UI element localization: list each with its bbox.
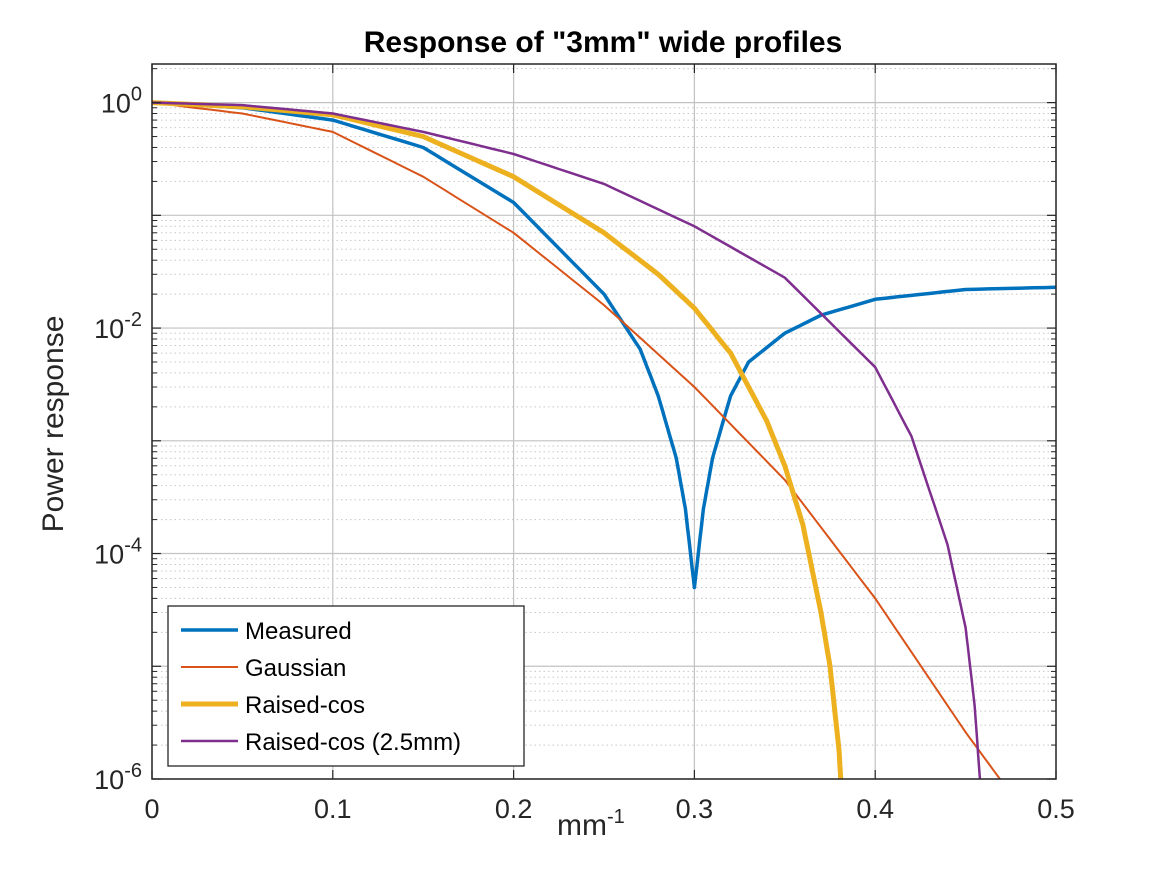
legend-label: Raised-cos (2.5mm) bbox=[245, 729, 461, 756]
series-line-0 bbox=[152, 100, 1056, 590]
y-axis-label: Power response bbox=[37, 316, 70, 533]
legend-label: Raised-cos bbox=[245, 692, 365, 719]
y-tick-base: 10 bbox=[94, 314, 124, 344]
y-tick-base: 10 bbox=[94, 765, 124, 795]
y-tick-exponent: -4 bbox=[124, 535, 142, 557]
legend-box bbox=[167, 605, 525, 767]
y-tick-exponent: 0 bbox=[131, 84, 142, 106]
y-tick-label: 100 bbox=[101, 84, 142, 119]
x-tick-label: 0.2 bbox=[495, 794, 533, 824]
y-tick-exponent: -2 bbox=[124, 309, 142, 331]
x-axis-label: mm-1 bbox=[557, 806, 625, 842]
legend-label: Measured bbox=[245, 618, 352, 645]
chart-title: Response of "3mm" wide profiles bbox=[364, 26, 843, 59]
x-axis-label-base: mm bbox=[557, 809, 607, 842]
x-tick-labels: 0 0.1 0.2 0.3 0.4 0.5 bbox=[144, 794, 1074, 824]
y-tick-label: 10-6 bbox=[94, 760, 142, 795]
legend: Measured Gaussian Raised-cos Raised-cos (2.… bbox=[167, 605, 525, 767]
y-tick-label: 10-4 bbox=[94, 535, 142, 570]
x-tick-label: 0.5 bbox=[1037, 794, 1075, 824]
x-axis-label-exponent: -1 bbox=[607, 806, 625, 828]
y-tick-base: 10 bbox=[94, 540, 124, 570]
axis-ticks bbox=[151, 64, 1057, 780]
y-tick-base: 10 bbox=[101, 89, 131, 119]
series-line-2 bbox=[152, 100, 844, 779]
legend-label: Gaussian bbox=[245, 655, 346, 682]
x-tick-label: 0.4 bbox=[856, 794, 894, 824]
x-tick-label: 0 bbox=[144, 794, 159, 824]
x-tick-label: 0.1 bbox=[314, 794, 352, 824]
series-layer bbox=[152, 100, 1056, 779]
series-line-3 bbox=[152, 101, 982, 779]
y-tick-label: 10-2 bbox=[94, 309, 142, 344]
plot-frame bbox=[151, 63, 1057, 780]
x-tick-label: 0.3 bbox=[676, 794, 714, 824]
series-line-1 bbox=[152, 101, 1002, 779]
y-tick-exponent: -6 bbox=[124, 760, 142, 782]
